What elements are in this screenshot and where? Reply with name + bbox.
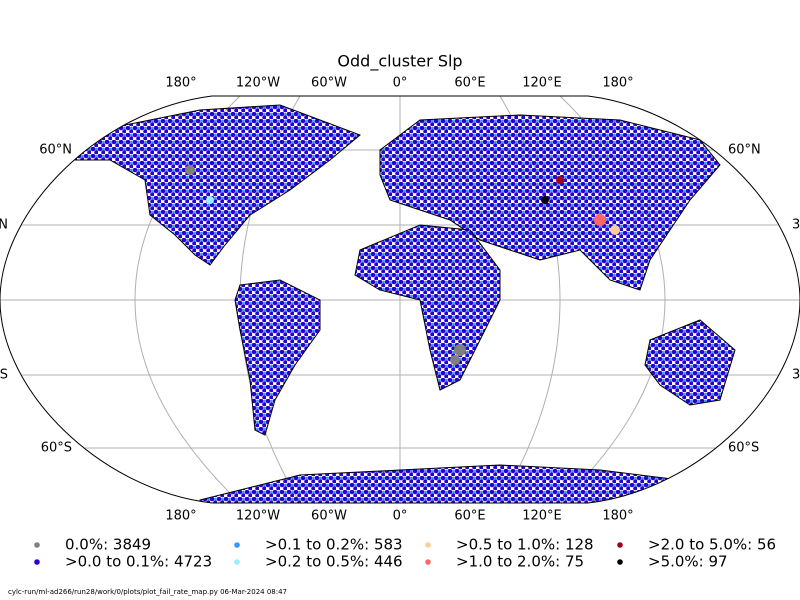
legend-marker xyxy=(617,542,623,548)
legend-marker xyxy=(34,542,40,548)
footer: cylc-run/ml-ad266/run28/work/0/plots/plo… xyxy=(8,588,287,596)
lon-label: 60°E xyxy=(454,76,485,91)
legend-marker xyxy=(34,559,40,565)
legend-label: >0.5 to 1.0%: 128 xyxy=(456,536,594,554)
legend-marker xyxy=(425,542,431,548)
lon-label: 0° xyxy=(393,76,408,91)
legend-label: >5.0%: 97 xyxy=(648,553,728,571)
lat-label: 30°S xyxy=(0,368,8,383)
lon-label: 180° xyxy=(602,509,633,524)
map-title: Odd_cluster Slp xyxy=(337,52,462,72)
lat-label: 30°S xyxy=(792,368,800,383)
legend-label: >1.0 to 2.0%: 75 xyxy=(456,553,584,571)
lat-label: 60°N xyxy=(39,143,72,158)
lon-label: 180° xyxy=(165,76,196,91)
lon-label: 120°E xyxy=(522,76,562,91)
legend-marker xyxy=(425,559,431,565)
lat-label: 60°S xyxy=(41,441,72,456)
lon-label: 60°W xyxy=(311,509,347,524)
lat-label: 30°N xyxy=(0,218,8,233)
lon-label: 0° xyxy=(393,509,408,524)
legend-marker xyxy=(234,559,240,565)
map-body xyxy=(0,96,800,503)
legend-label: 0.0%: 3849 xyxy=(65,536,151,554)
lat-label: 60°N xyxy=(728,143,761,158)
legend-label: >0.1 to 0.2%: 583 xyxy=(265,536,403,554)
lon-label: 60°W xyxy=(311,76,347,91)
lon-label: 120°W xyxy=(236,76,280,91)
lon-label: 180° xyxy=(602,76,633,91)
legend-label: >0.0 to 0.1%: 4723 xyxy=(65,553,212,571)
lon-label: 120°W xyxy=(236,509,280,524)
legend-label: >2.0 to 5.0%: 56 xyxy=(648,536,776,554)
lon-label: 180° xyxy=(165,509,196,524)
legend-label: >0.2 to 0.5%: 446 xyxy=(265,553,403,571)
lon-label: 120°E xyxy=(522,509,562,524)
lat-label: 30°N xyxy=(792,218,800,233)
map-frame xyxy=(0,95,800,504)
lat-label: 60°S xyxy=(728,441,759,456)
legend-marker xyxy=(234,542,240,548)
legend-marker xyxy=(617,559,623,565)
lon-label: 60°E xyxy=(454,509,485,524)
